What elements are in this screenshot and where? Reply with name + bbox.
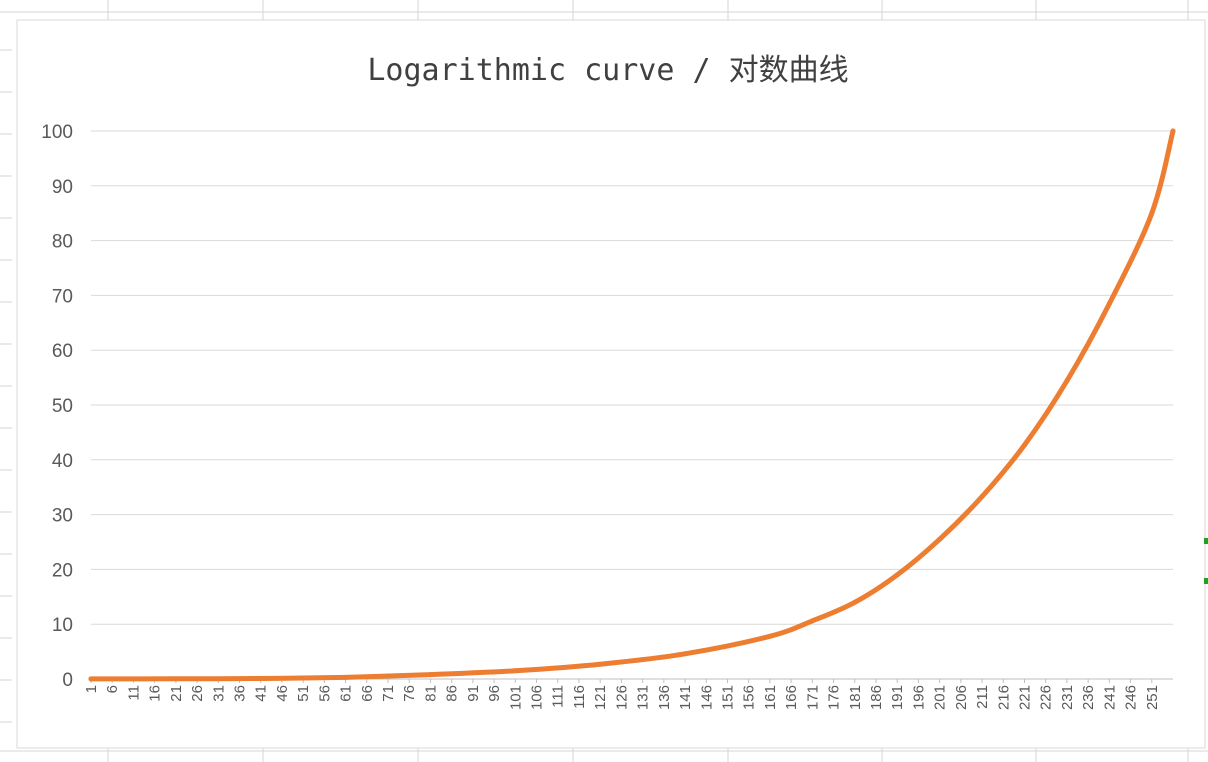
x-tick-label: 31: [210, 685, 227, 702]
x-tick-label: 146: [698, 685, 715, 710]
x-axis-tick-labels: 1 6 11 16 21 26 31 36 41 46 51 56 61 66 71 76 81 86 91 96 10…: [83, 685, 1161, 710]
data-point[interactable]: [173, 676, 179, 682]
data-point[interactable]: [894, 572, 900, 578]
x-tick-label: 96: [486, 685, 503, 702]
resize-handle[interactable]: [1204, 578, 1208, 584]
x-tick-label: 76: [401, 685, 418, 702]
y-tick-label: 100: [41, 122, 73, 143]
x-tick-label: 221: [1016, 685, 1033, 710]
plot-gridlines: [91, 130, 1173, 625]
x-tick-label: 26: [189, 685, 206, 702]
x-tick-label: 241: [1101, 685, 1118, 710]
data-point[interactable]: [1021, 442, 1027, 448]
x-tick-label: 201: [932, 685, 949, 710]
x-tick-label: 186: [868, 685, 885, 710]
x-tick-label: 86: [444, 685, 461, 702]
chart-frame[interactable]: [16, 19, 1206, 749]
x-tick-label: 11: [125, 685, 142, 701]
data-point[interactable]: [427, 672, 433, 678]
x-tick-label: 21: [168, 685, 185, 702]
y-tick-label: 10: [52, 615, 73, 636]
y-tick-label: 50: [52, 396, 73, 417]
x-tick-label: 196: [910, 685, 927, 710]
x-tick-label: 231: [1059, 685, 1076, 710]
data-point[interactable]: [767, 633, 773, 639]
data-point[interactable]: [937, 536, 943, 542]
x-tick-label: 131: [635, 685, 652, 710]
x-tick-label: 46: [274, 685, 291, 702]
x-tick-label: 211: [974, 685, 991, 709]
x-tick-label: 156: [741, 685, 758, 710]
x-tick-label: 246: [1123, 685, 1140, 710]
x-tick-label: 101: [507, 685, 524, 710]
data-point[interactable]: [1064, 378, 1070, 384]
data-point[interactable]: [1149, 210, 1155, 216]
data-point[interactable]: [258, 675, 264, 681]
x-tick-label: 56: [316, 685, 333, 702]
x-tick-label: 216: [995, 685, 1012, 710]
y-tick-label: 80: [52, 232, 73, 253]
data-point[interactable]: [809, 618, 815, 624]
x-tick-label: 136: [656, 685, 673, 710]
y-tick-label: 0: [62, 670, 73, 691]
y-tick-label: 40: [52, 451, 73, 472]
y-tick-label: 60: [52, 341, 73, 362]
series-line[interactable]: [88, 128, 1176, 682]
resize-handle[interactable]: [1204, 538, 1208, 544]
data-point[interactable]: [343, 674, 349, 680]
x-tick-label: 171: [804, 685, 821, 710]
x-tick-label: 61: [338, 685, 355, 702]
x-tick-label: 141: [677, 685, 694, 710]
data-point[interactable]: [597, 661, 603, 667]
x-tick-label: 251: [1144, 685, 1161, 710]
x-tick-label: 151: [719, 685, 736, 710]
x-tick-label: 161: [762, 685, 779, 710]
x-tick-label: 236: [1080, 685, 1097, 710]
x-tick-label: 176: [826, 685, 843, 710]
x-tick-label: 106: [529, 685, 546, 710]
data-point[interactable]: [852, 599, 858, 605]
data-point[interactable]: [682, 651, 688, 657]
x-tick-label: 91: [465, 685, 482, 702]
x-tick-label: 166: [783, 685, 800, 710]
data-point[interactable]: [512, 668, 518, 674]
x-tick-label: 116: [571, 685, 588, 709]
y-axis-tick-labels: 0 10 20 30 40 50 60 70 80 90 100: [41, 122, 73, 691]
x-tick-label: 111: [550, 685, 567, 708]
series-group: [88, 128, 1176, 682]
x-tick-label: 16: [147, 685, 164, 702]
x-tick-label: 181: [847, 685, 864, 710]
data-point[interactable]: [979, 494, 985, 500]
x-tick-label: 226: [1038, 685, 1055, 710]
x-tick-label: 66: [359, 685, 376, 702]
x-tick-label: 71: [380, 685, 397, 702]
y-tick-label: 70: [52, 286, 73, 307]
x-tick-label: 206: [953, 685, 970, 710]
y-tick-label: 90: [52, 177, 73, 198]
x-tick-label: 36: [232, 685, 249, 702]
x-tick-label: 1: [83, 685, 100, 693]
data-point[interactable]: [1170, 128, 1176, 134]
x-tick-label: 191: [889, 685, 906, 710]
y-tick-label: 20: [52, 560, 73, 581]
x-tick-label: 41: [253, 685, 270, 702]
chart-title: Logarithmic curve / 对数曲线: [367, 53, 848, 88]
data-point[interactable]: [1106, 301, 1112, 307]
x-tick-label: 81: [422, 685, 439, 702]
x-tick-label: 51: [295, 685, 312, 702]
x-tick-label: 6: [104, 685, 121, 693]
x-tick-label: 121: [592, 685, 609, 710]
y-tick-label: 30: [52, 506, 73, 527]
x-tick-label: 126: [613, 685, 630, 710]
data-point[interactable]: [88, 676, 94, 682]
